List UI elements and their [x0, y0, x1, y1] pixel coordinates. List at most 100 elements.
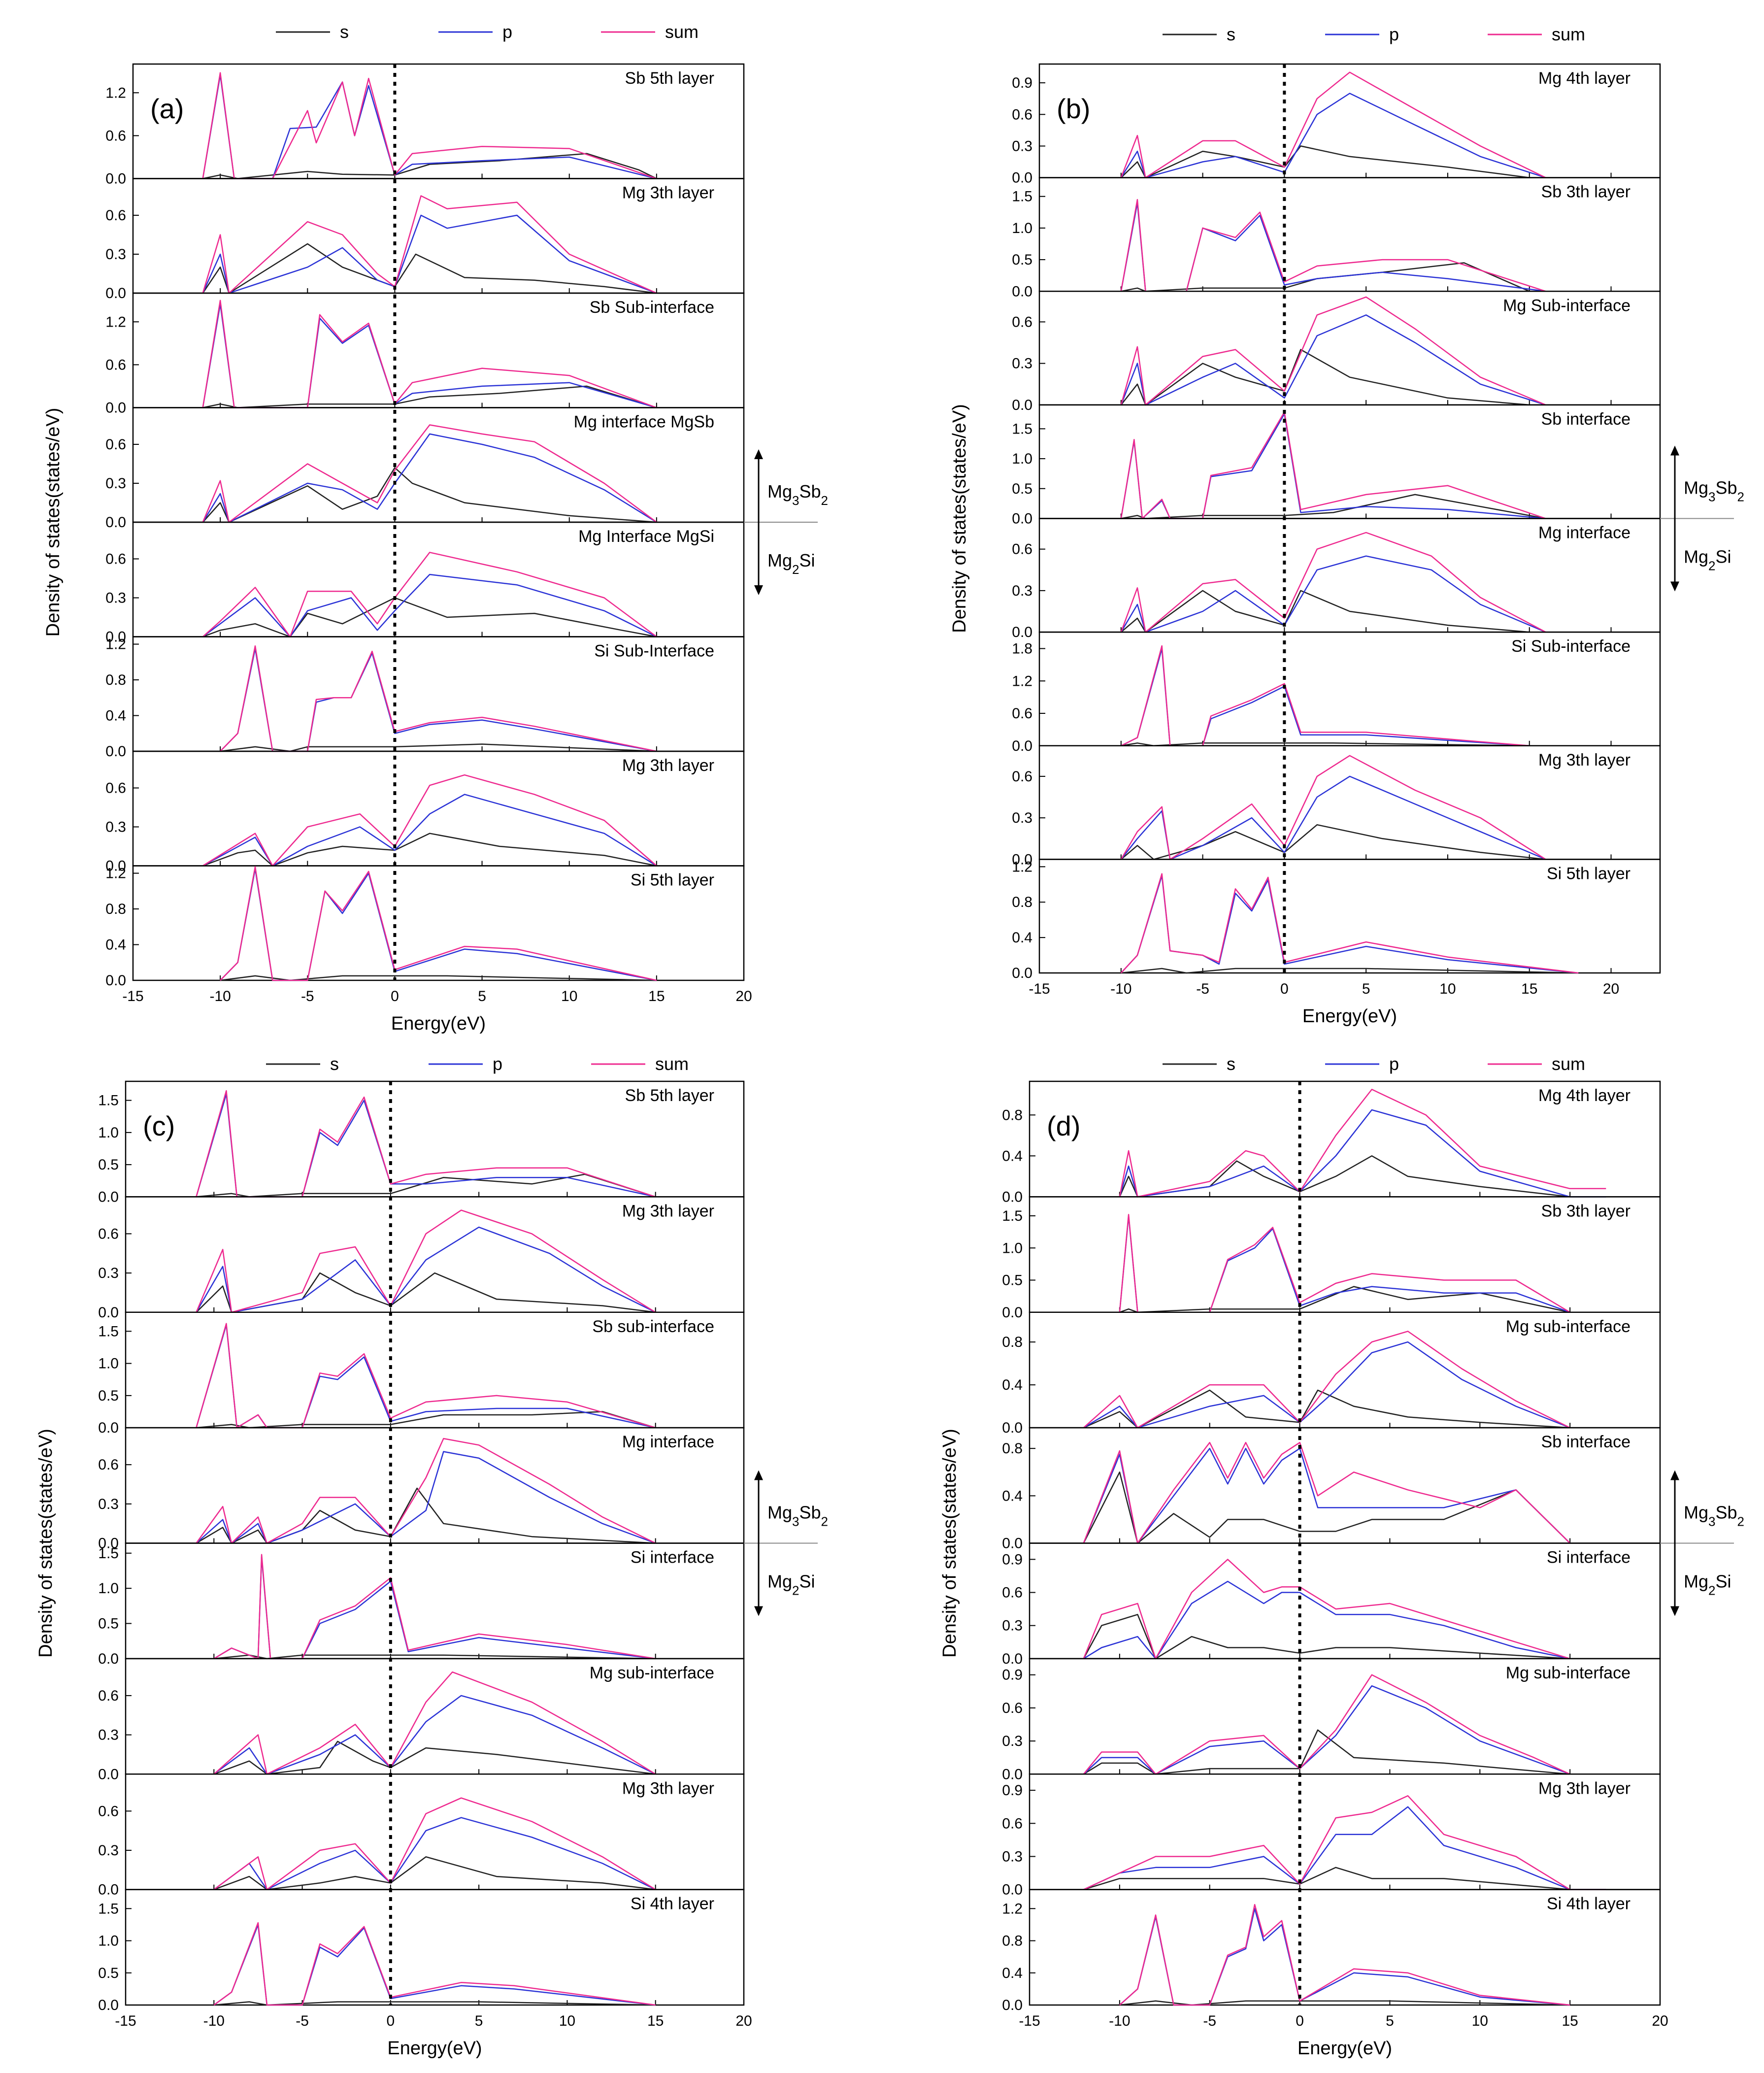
x-tick-label: 5: [1386, 2013, 1394, 2029]
x-tick-label: -5: [1196, 981, 1209, 997]
y-tick-label: 0.4: [1002, 1148, 1023, 1164]
layer-label: Mg sub-interface: [590, 1664, 714, 1682]
y-tick-label: 0.3: [1012, 583, 1032, 599]
y-tick-label: 0.6: [98, 1688, 119, 1704]
subplot-row: 0.0 0.5 1.0 1.5 Sb 5th layer: [98, 1080, 745, 1205]
annotation-mg2si: Mg2Si: [1684, 1571, 1731, 1598]
subplot-row: 0.0 0.4 0.8 1.2 Si 5th layer: [105, 865, 745, 989]
y-tick-label: 0.6: [1012, 541, 1032, 558]
arrow-up-icon: [754, 1470, 763, 1480]
y-tick-label: 0.0: [105, 400, 126, 416]
legend-label-p: p: [1389, 1054, 1399, 1074]
dos-curve-sum: [213, 1554, 656, 1660]
y-tick-label: 0.6: [105, 551, 126, 567]
legend: s p sum: [1163, 24, 1585, 44]
y-tick-label: 0.9: [1002, 1551, 1023, 1568]
dos-curve-sum: [213, 1797, 656, 1890]
y-tick-label: 0.4: [105, 708, 126, 724]
legend-label-s: s: [330, 1054, 339, 1074]
dos-curve-p: [202, 303, 657, 408]
dos-curve-s: [1120, 590, 1530, 633]
y-tick-label: 0.0: [98, 1536, 119, 1552]
subplot-row: 0.0 0.3 0.6 Mg 3th layer: [105, 750, 745, 874]
y-tick-label: 0.8: [1012, 894, 1032, 910]
layer-label: Mg 4th layer: [1538, 69, 1631, 88]
y-tick-label: 0.6: [98, 1457, 119, 1473]
y-tick-label: 0.0: [1002, 1997, 1023, 2013]
dos-curve-sum: [213, 1922, 656, 2006]
dos-curve-p: [202, 433, 657, 523]
subplot-row: 0.0 0.3 0.6 Mg interface MgSb: [105, 407, 745, 531]
dos-curve-sum: [1083, 1559, 1570, 1660]
dos-curve-s: [214, 2001, 656, 2006]
dos-curve-p: [1120, 875, 1579, 974]
dos-curve-s: [196, 1411, 656, 1429]
x-tick-label: 0: [391, 988, 399, 1004]
layer-label: Sb sub-interface: [592, 1317, 714, 1336]
dos-curve-p: [1120, 555, 1546, 633]
legend: s p sum: [266, 1054, 689, 1074]
y-tick-label: 0.0: [98, 1651, 119, 1667]
dos-curve-s: [1119, 2000, 1570, 2006]
subplot-frame: [132, 865, 745, 981]
dos-curve-p: [202, 74, 657, 179]
annotation-mg3sb2: Mg3Sb2: [1684, 1503, 1744, 1529]
dos-curve-sum: [202, 774, 657, 867]
panel-d: s p sum 0.0 0.4 0.8 Mg 4th layer 0.0 0.5 1.0 1.5 Sb…: [939, 1054, 1744, 2059]
dos-curve-sum: [1120, 296, 1546, 406]
layer-label: Mg 3th layer: [622, 1779, 714, 1798]
subplot-row: 0.0 0.3 0.6 Mg interface: [98, 1427, 745, 1552]
layer-label: Si Sub-Interface: [594, 642, 714, 661]
layer-label: Mg 3th layer: [622, 1202, 714, 1220]
subplot-row: 0.0 0.5 1.0 1.5 Si 4th layer: [98, 1889, 745, 2013]
y-tick-label: 0.0: [98, 1189, 119, 1205]
x-tick-label: -15: [1029, 981, 1050, 997]
y-tick-label: 0.0: [1002, 1651, 1023, 1667]
x-tick-label: 10: [559, 2013, 575, 2029]
y-tick-label: 0.6: [105, 128, 126, 144]
layer-label: Sb interface: [1541, 410, 1631, 429]
dos-curve-sum: [1120, 755, 1546, 860]
x-tick-label: -10: [203, 2013, 225, 2029]
dos-curve-s: [202, 153, 657, 179]
dos-curve-s: [1083, 1614, 1570, 1660]
y-tick-label: 1.5: [98, 1545, 119, 1562]
dos-curve-s: [1083, 1729, 1570, 1775]
dos-curve-p: [1083, 1806, 1606, 1890]
y-tick-label: 0.0: [1002, 1766, 1023, 1782]
dos-curve-p: [202, 573, 657, 637]
y-tick-label: 0.0: [1012, 965, 1032, 981]
dos-curve-sum: [213, 1671, 656, 1775]
y-tick-label: 0.0: [1012, 283, 1032, 300]
annotation-mg2si: Mg2Si: [767, 550, 815, 577]
legend-label-sum: sum: [1552, 24, 1585, 44]
dos-curve-sum: [1120, 199, 1546, 292]
layer-label: Mg interface: [622, 1433, 714, 1451]
arrow-down-icon: [754, 585, 763, 595]
subplot-row: 0.0 0.4 0.8 Mg sub-interface: [1002, 1311, 1661, 1436]
x-tick-label: -10: [1109, 2013, 1130, 2029]
subplot-row: 0.0 0.4 0.8 Mg 4th layer: [1002, 1080, 1661, 1205]
y-tick-label: 0.3: [105, 819, 126, 835]
dos-curve-sum: [1120, 873, 1579, 974]
dos-curve-s: [1119, 1286, 1570, 1313]
x-tick-label: 10: [1472, 2013, 1488, 2029]
x-axis-label: Energy(eV): [1298, 2038, 1392, 2059]
y-tick-label: 0.8: [1002, 1107, 1023, 1123]
dos-curve-p: [1120, 413, 1546, 519]
layer-label: Mg 3th layer: [622, 184, 714, 202]
y-tick-label: 0.6: [1002, 1585, 1023, 1601]
y-tick-label: 0.4: [1002, 1488, 1023, 1504]
y-tick-label: 0.6: [1012, 314, 1032, 330]
layer-label: Si 5th layer: [1547, 864, 1631, 883]
y-tick-label: 1.2: [1012, 859, 1032, 875]
y-tick-label: 0.0: [1012, 511, 1032, 527]
dos-curve-s: [213, 1856, 656, 1890]
y-tick-label: 0.4: [105, 937, 126, 953]
dos-curve-sum: [196, 1323, 656, 1429]
subplot-row: 0.0 0.3 0.6 0.9 Si interface: [1002, 1542, 1661, 1667]
dos-curve-sum: [196, 1090, 656, 1198]
y-tick-label: 0.4: [1002, 1377, 1023, 1393]
y-tick-label: 1.0: [1002, 1240, 1023, 1256]
subplot-row: 0.0 0.3 0.6 0.9 Mg 4th layer: [1012, 63, 1661, 186]
